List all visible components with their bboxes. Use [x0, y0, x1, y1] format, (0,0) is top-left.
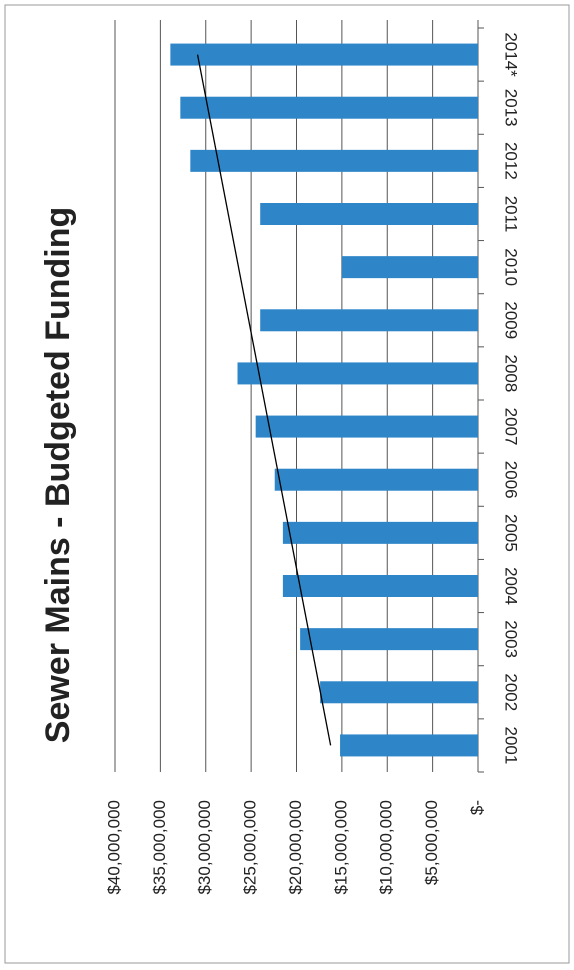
x-tick-label: 2012	[502, 142, 521, 180]
x-tick-label: 2003	[502, 620, 521, 658]
y-tick-label: $25,000,000	[241, 800, 260, 895]
y-tick-label: $35,000,000	[150, 800, 169, 895]
x-tick-label: 2014*	[502, 32, 521, 77]
y-tick-label: $20,000,000	[286, 800, 305, 895]
x-tick-label: 2010	[502, 248, 521, 286]
trendline	[196, 54, 332, 746]
y-tick-label: $40,000,000	[104, 800, 123, 895]
y-tick-label: $30,000,000	[195, 800, 214, 895]
bar	[320, 681, 478, 704]
y-tick-label: $5,000,000	[422, 800, 441, 885]
x-tick-label: 2002	[502, 673, 521, 711]
x-tick-label: 2004	[502, 567, 521, 605]
bar	[274, 468, 478, 491]
bar	[180, 96, 478, 119]
x-tick-label: 2005	[502, 514, 521, 552]
bar	[260, 203, 478, 225]
x-tick-label: 2009	[502, 301, 521, 339]
bar	[190, 149, 478, 172]
bar	[170, 43, 479, 66]
x-tick-label: 2001	[502, 727, 521, 765]
bar	[300, 628, 478, 651]
bar	[282, 575, 478, 597]
x-tick-label: 2011	[502, 196, 521, 233]
bar	[282, 521, 478, 544]
x-tick-label: 2006	[502, 461, 521, 499]
bar	[255, 415, 478, 438]
y-tick-label: $-	[467, 800, 486, 815]
bar	[260, 309, 478, 332]
x-tick-label: 2008	[502, 355, 521, 393]
bar	[340, 734, 478, 757]
x-tick-label: 2007	[502, 408, 521, 446]
y-tick-label: $10,000,000	[377, 800, 396, 895]
bar	[237, 362, 478, 385]
bar	[341, 256, 478, 279]
chart-title: Sewer Mains - Budgeted Funding	[39, 207, 77, 743]
y-tick-label: $15,000,000	[331, 800, 350, 895]
x-tick-label: 2013	[502, 89, 521, 127]
